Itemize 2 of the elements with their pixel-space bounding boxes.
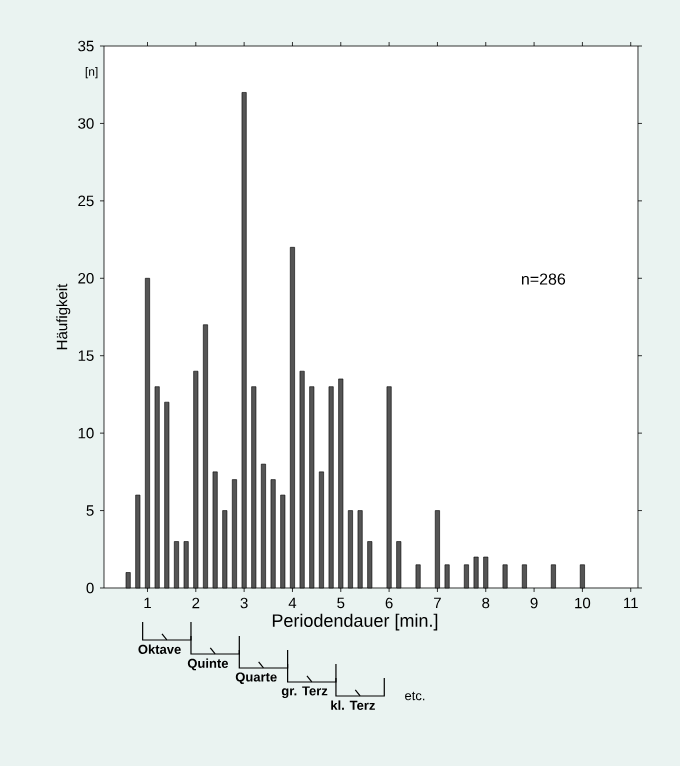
annotation: n=286 bbox=[521, 273, 566, 285]
x-axis-title: Periodendauer [min.] bbox=[272, 613, 438, 631]
